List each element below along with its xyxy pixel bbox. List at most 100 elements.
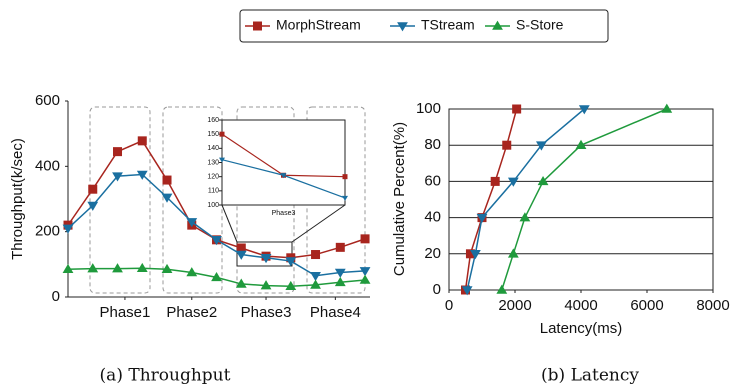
marker bbox=[360, 234, 370, 244]
marker bbox=[461, 286, 473, 296]
marker bbox=[87, 201, 99, 211]
marker bbox=[235, 250, 247, 260]
y-tick-label: 80 bbox=[424, 136, 441, 153]
legend-label: S-Store bbox=[516, 17, 564, 33]
series-line bbox=[501, 108, 668, 291]
x-tick-label: Phase4 bbox=[310, 304, 361, 321]
marker bbox=[507, 248, 519, 258]
x-axis-label: Latency(ms) bbox=[540, 320, 623, 337]
marker bbox=[285, 280, 297, 290]
marker bbox=[342, 195, 348, 201]
marker bbox=[219, 131, 225, 137]
y-tick-label: 110 bbox=[208, 188, 219, 195]
y-tick-label: 20 bbox=[424, 245, 441, 262]
marker bbox=[219, 157, 225, 163]
marker bbox=[162, 175, 172, 185]
series-line bbox=[464, 108, 518, 291]
marker bbox=[310, 271, 321, 282]
marker bbox=[512, 104, 522, 114]
marker bbox=[113, 147, 123, 157]
marker bbox=[537, 176, 549, 186]
x-tick-label: Phase2 bbox=[166, 304, 217, 321]
x-tick-label: 2000 bbox=[498, 297, 531, 314]
plot-frame bbox=[221, 119, 346, 206]
marker bbox=[507, 177, 519, 187]
marker bbox=[112, 172, 123, 182]
marker bbox=[88, 184, 98, 194]
zoom-connector bbox=[221, 204, 238, 243]
marker bbox=[470, 250, 481, 260]
x-tick-label: 4000 bbox=[564, 297, 597, 314]
marker bbox=[335, 242, 345, 252]
x-tick-label: Phase1 bbox=[99, 304, 150, 321]
marker bbox=[211, 272, 222, 282]
y-axis-label: Cumulative Percent(%) bbox=[391, 122, 408, 276]
legend-label: MorphStream bbox=[276, 17, 361, 33]
marker bbox=[62, 224, 74, 234]
phase-box bbox=[89, 106, 151, 294]
phase-box bbox=[306, 106, 366, 294]
y-tick-label: 200 bbox=[35, 223, 60, 240]
y-tick-label: 0 bbox=[52, 288, 60, 305]
caption: (b) Latency bbox=[541, 366, 639, 386]
marker bbox=[62, 263, 74, 274]
y-tick-label: 400 bbox=[35, 157, 60, 174]
x-tick-label: 6000 bbox=[630, 297, 663, 314]
legend-label: TStream bbox=[421, 17, 475, 33]
marker bbox=[137, 136, 147, 146]
marker bbox=[519, 212, 531, 222]
series-line bbox=[466, 108, 585, 291]
marker bbox=[359, 274, 371, 284]
zoom-connector bbox=[291, 204, 346, 243]
y-tick-label: 100 bbox=[416, 100, 441, 117]
y-tick-label: 130 bbox=[207, 159, 219, 166]
x-tick-label: Phase3 bbox=[241, 304, 292, 321]
marker bbox=[161, 193, 173, 203]
marker bbox=[310, 279, 321, 289]
marker bbox=[280, 173, 287, 179]
marker bbox=[492, 20, 503, 30]
marker bbox=[260, 280, 272, 290]
marker bbox=[87, 263, 99, 273]
y-tick-label: 100 bbox=[207, 202, 219, 209]
y-tick-label: 40 bbox=[424, 209, 441, 226]
legend-box bbox=[239, 9, 609, 43]
marker bbox=[260, 254, 272, 264]
marker bbox=[342, 174, 348, 180]
y-tick-label: 150 bbox=[207, 131, 219, 138]
marker bbox=[112, 263, 123, 273]
marker bbox=[476, 213, 488, 223]
marker bbox=[311, 250, 321, 260]
marker bbox=[536, 141, 547, 151]
marker bbox=[334, 268, 346, 278]
marker bbox=[502, 140, 512, 150]
marker bbox=[235, 278, 247, 288]
marker bbox=[136, 262, 148, 273]
inset-label: Phase3 bbox=[272, 210, 296, 217]
caption: (a) Throughput bbox=[100, 366, 231, 386]
plot-frame bbox=[448, 108, 714, 291]
marker bbox=[334, 276, 346, 287]
marker bbox=[236, 243, 246, 253]
y-axis-label: Throughput(k/sec) bbox=[9, 138, 26, 260]
marker bbox=[578, 105, 590, 115]
x-tick-label: 0 bbox=[445, 297, 453, 314]
marker bbox=[253, 21, 262, 31]
marker bbox=[496, 284, 508, 294]
y-tick-label: 160 bbox=[207, 117, 219, 124]
y-tick-label: 0 bbox=[433, 281, 441, 298]
phase-box bbox=[162, 106, 223, 294]
marker bbox=[285, 257, 297, 267]
marker bbox=[397, 22, 408, 32]
x-tick-label: 8000 bbox=[696, 297, 729, 314]
marker bbox=[661, 103, 673, 113]
marker bbox=[359, 267, 371, 277]
marker bbox=[490, 176, 500, 186]
marker bbox=[186, 218, 198, 228]
marker bbox=[575, 139, 587, 149]
y-tick-label: 600 bbox=[35, 92, 60, 109]
y-tick-label: 140 bbox=[207, 145, 219, 152]
marker bbox=[161, 263, 173, 274]
